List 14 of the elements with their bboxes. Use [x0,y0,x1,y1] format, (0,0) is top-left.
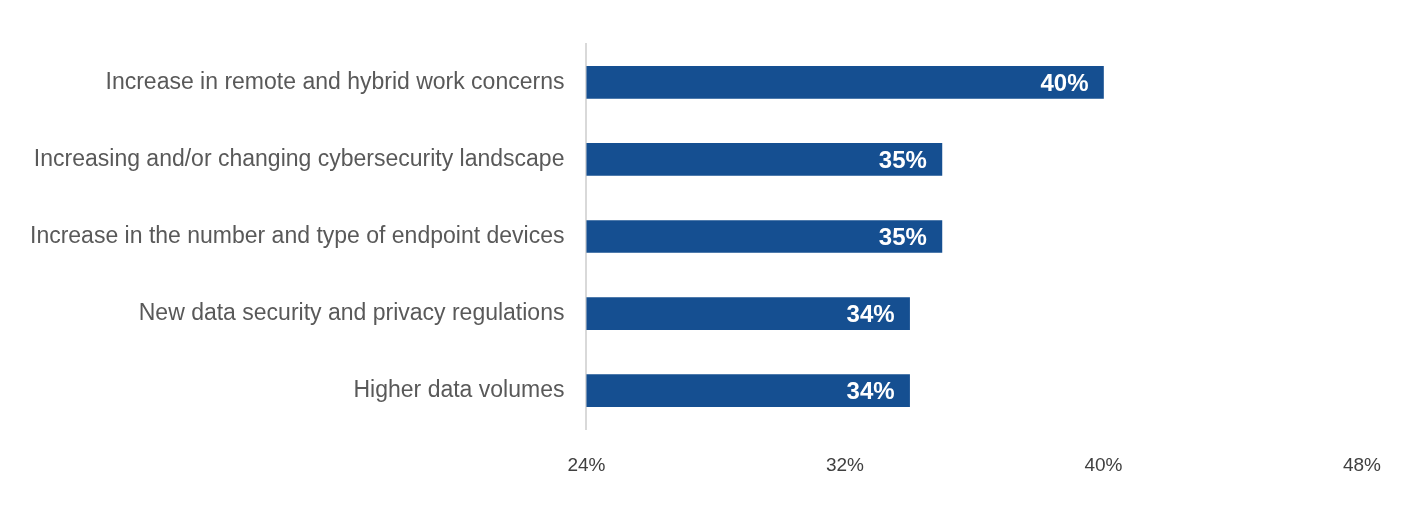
x-tick-label: 32% [825,453,865,475]
data-label: 34% [846,300,895,328]
x-tick-label: 24% [567,453,606,475]
data-label: 40% [1040,68,1089,96]
x-tick-label: 48% [1342,453,1382,475]
y-tick-label: Increase in the number and type of endpoint devices [29,221,565,248]
y-tick-label: Increasing and/or changing cybersecurity landscape [33,144,565,171]
y-tick-label: Increase in remote and hybrid work concerns [105,67,565,94]
y-tick-label: New data security and privacy regulations [138,298,565,325]
data-label: 35% [878,146,927,174]
data-label: 34% [846,377,895,405]
x-tick-label: 40% [1084,453,1123,475]
y-tick-label: Higher data volumes [353,376,565,402]
data-label: 35% [878,223,927,251]
